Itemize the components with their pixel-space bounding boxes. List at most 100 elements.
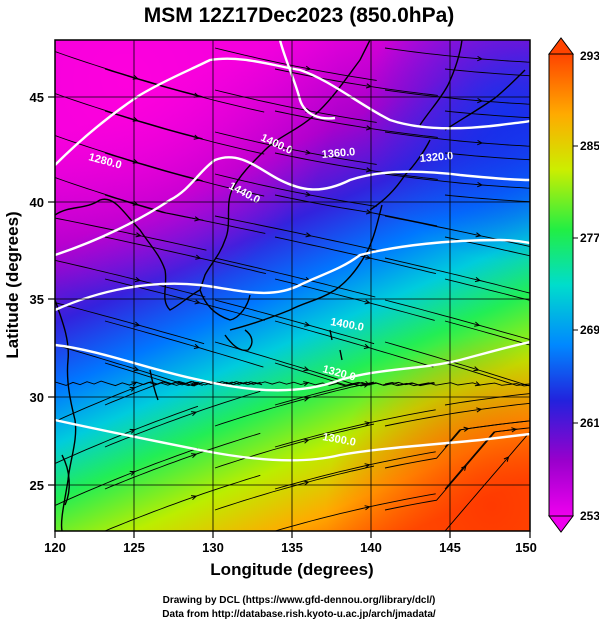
streamline — [274, 152, 438, 180]
streamline — [214, 381, 374, 387]
streamline-arrow — [193, 343, 200, 349]
streamline-arrow — [194, 299, 201, 305]
lon-tick: 150 — [515, 540, 537, 555]
streamline-arrow — [191, 495, 198, 501]
streamline-arrow — [363, 343, 370, 349]
streamline-arrow — [538, 200, 543, 204]
streamline — [444, 393, 530, 406]
streamline-arrow — [305, 191, 312, 197]
map-title: MSM 12Z17Dec2023 (850.0hPa) — [144, 4, 455, 27]
streamline-arrow — [364, 505, 371, 511]
streamline-arrow — [537, 391, 542, 395]
coastline-korea — [199, 289, 251, 321]
streamline — [274, 320, 434, 368]
streamline-arrow — [303, 438, 310, 444]
lon-tick: 120 — [44, 540, 66, 555]
streamline-arrow — [134, 321, 141, 327]
streamline — [274, 493, 436, 531]
streamline — [444, 236, 530, 257]
streamline-arrow — [538, 158, 543, 162]
streamline — [444, 110, 530, 119]
streamline — [104, 194, 266, 234]
streamline — [104, 432, 261, 490]
streamline-arrow — [364, 421, 371, 427]
streamline — [214, 131, 377, 165]
streamline — [384, 257, 530, 294]
streamline — [104, 110, 265, 155]
contour-label: 1320.0 — [419, 150, 454, 165]
streamline — [274, 194, 438, 227]
streamline-arrow — [477, 181, 484, 188]
streamline-arrow — [191, 411, 198, 417]
credit-drawing: Drawing by DCL (https://www.gfd-dennou.o… — [163, 595, 436, 606]
streamline — [55, 380, 199, 422]
streamline-arrow — [475, 232, 482, 238]
streamline — [274, 451, 436, 490]
streamline-arrow — [463, 426, 470, 432]
streamline — [104, 152, 265, 197]
streamline-arrow — [364, 380, 371, 386]
streamline-arrow — [474, 277, 482, 283]
streamline-arrow — [477, 55, 484, 62]
streamline — [384, 89, 530, 105]
streamline-arrow — [365, 254, 372, 260]
streamline-arrow — [305, 65, 312, 71]
streamline — [384, 47, 530, 63]
streamline-arrow — [364, 299, 371, 305]
streamline-arrow — [474, 381, 481, 387]
streamline — [55, 217, 207, 251]
streamline — [55, 447, 199, 506]
streamline-arrow — [134, 277, 142, 283]
streamline — [104, 474, 261, 531]
axis-ticks — [48, 96, 531, 538]
streamline — [384, 299, 530, 341]
colorbar-lower-arrow — [548, 515, 574, 533]
streamline-arrow — [305, 232, 312, 238]
streamline — [384, 173, 530, 189]
streamline — [384, 215, 530, 247]
colorbar-tick: 253 — [580, 509, 599, 523]
streamline — [214, 89, 377, 123]
streamline-arrow — [461, 465, 467, 471]
streamline — [274, 110, 438, 138]
colorbar-upper-arrow — [548, 37, 574, 55]
lat-tick-labels: 25 30 35 40 45 — [30, 90, 44, 493]
colorbar-tick: 293 — [580, 49, 599, 63]
streamline — [214, 465, 375, 511]
streamline — [444, 152, 530, 161]
streamline — [444, 431, 530, 531]
streamline-arrow — [191, 453, 198, 459]
streamline — [444, 68, 530, 77]
lon-tick-labels: 120 125 130 135 140 145 150 — [44, 540, 537, 555]
contour-6 — [278, 40, 336, 120]
streamline-arrow — [534, 381, 539, 385]
colorbar-tick: 261 — [580, 416, 599, 430]
streamline-arrow — [473, 366, 480, 372]
temperature-field — [55, 40, 530, 531]
streamline-arrow — [135, 232, 142, 238]
streamline — [55, 259, 206, 298]
contour-label: 1360.0 — [321, 146, 356, 161]
y-axis-label: Latitude (degrees) — [3, 211, 22, 358]
streamline — [214, 299, 375, 345]
lat-tick: 35 — [30, 292, 44, 307]
contour-5 — [55, 418, 530, 462]
streamline-arrow — [133, 366, 140, 372]
contour-label: 1300.0 — [321, 431, 356, 449]
streamline — [104, 68, 265, 113]
contour-4 — [55, 57, 530, 166]
streamline — [55, 405, 199, 464]
lon-tick: 145 — [439, 540, 461, 555]
streamline-arrow — [476, 407, 483, 413]
streamline-arrow — [535, 255, 540, 259]
coastline-islands — [149, 329, 343, 401]
coastline-taiwan — [61, 454, 70, 506]
streamline — [274, 236, 437, 275]
streamline-arrow — [503, 456, 510, 462]
streamline — [104, 381, 261, 406]
coastline-hokkaido — [369, 139, 431, 211]
streamline-arrow — [477, 97, 484, 104]
lon-tick: 125 — [123, 540, 145, 555]
streamline-arrow — [129, 428, 136, 434]
contour-label: 1400.0 — [329, 316, 364, 334]
